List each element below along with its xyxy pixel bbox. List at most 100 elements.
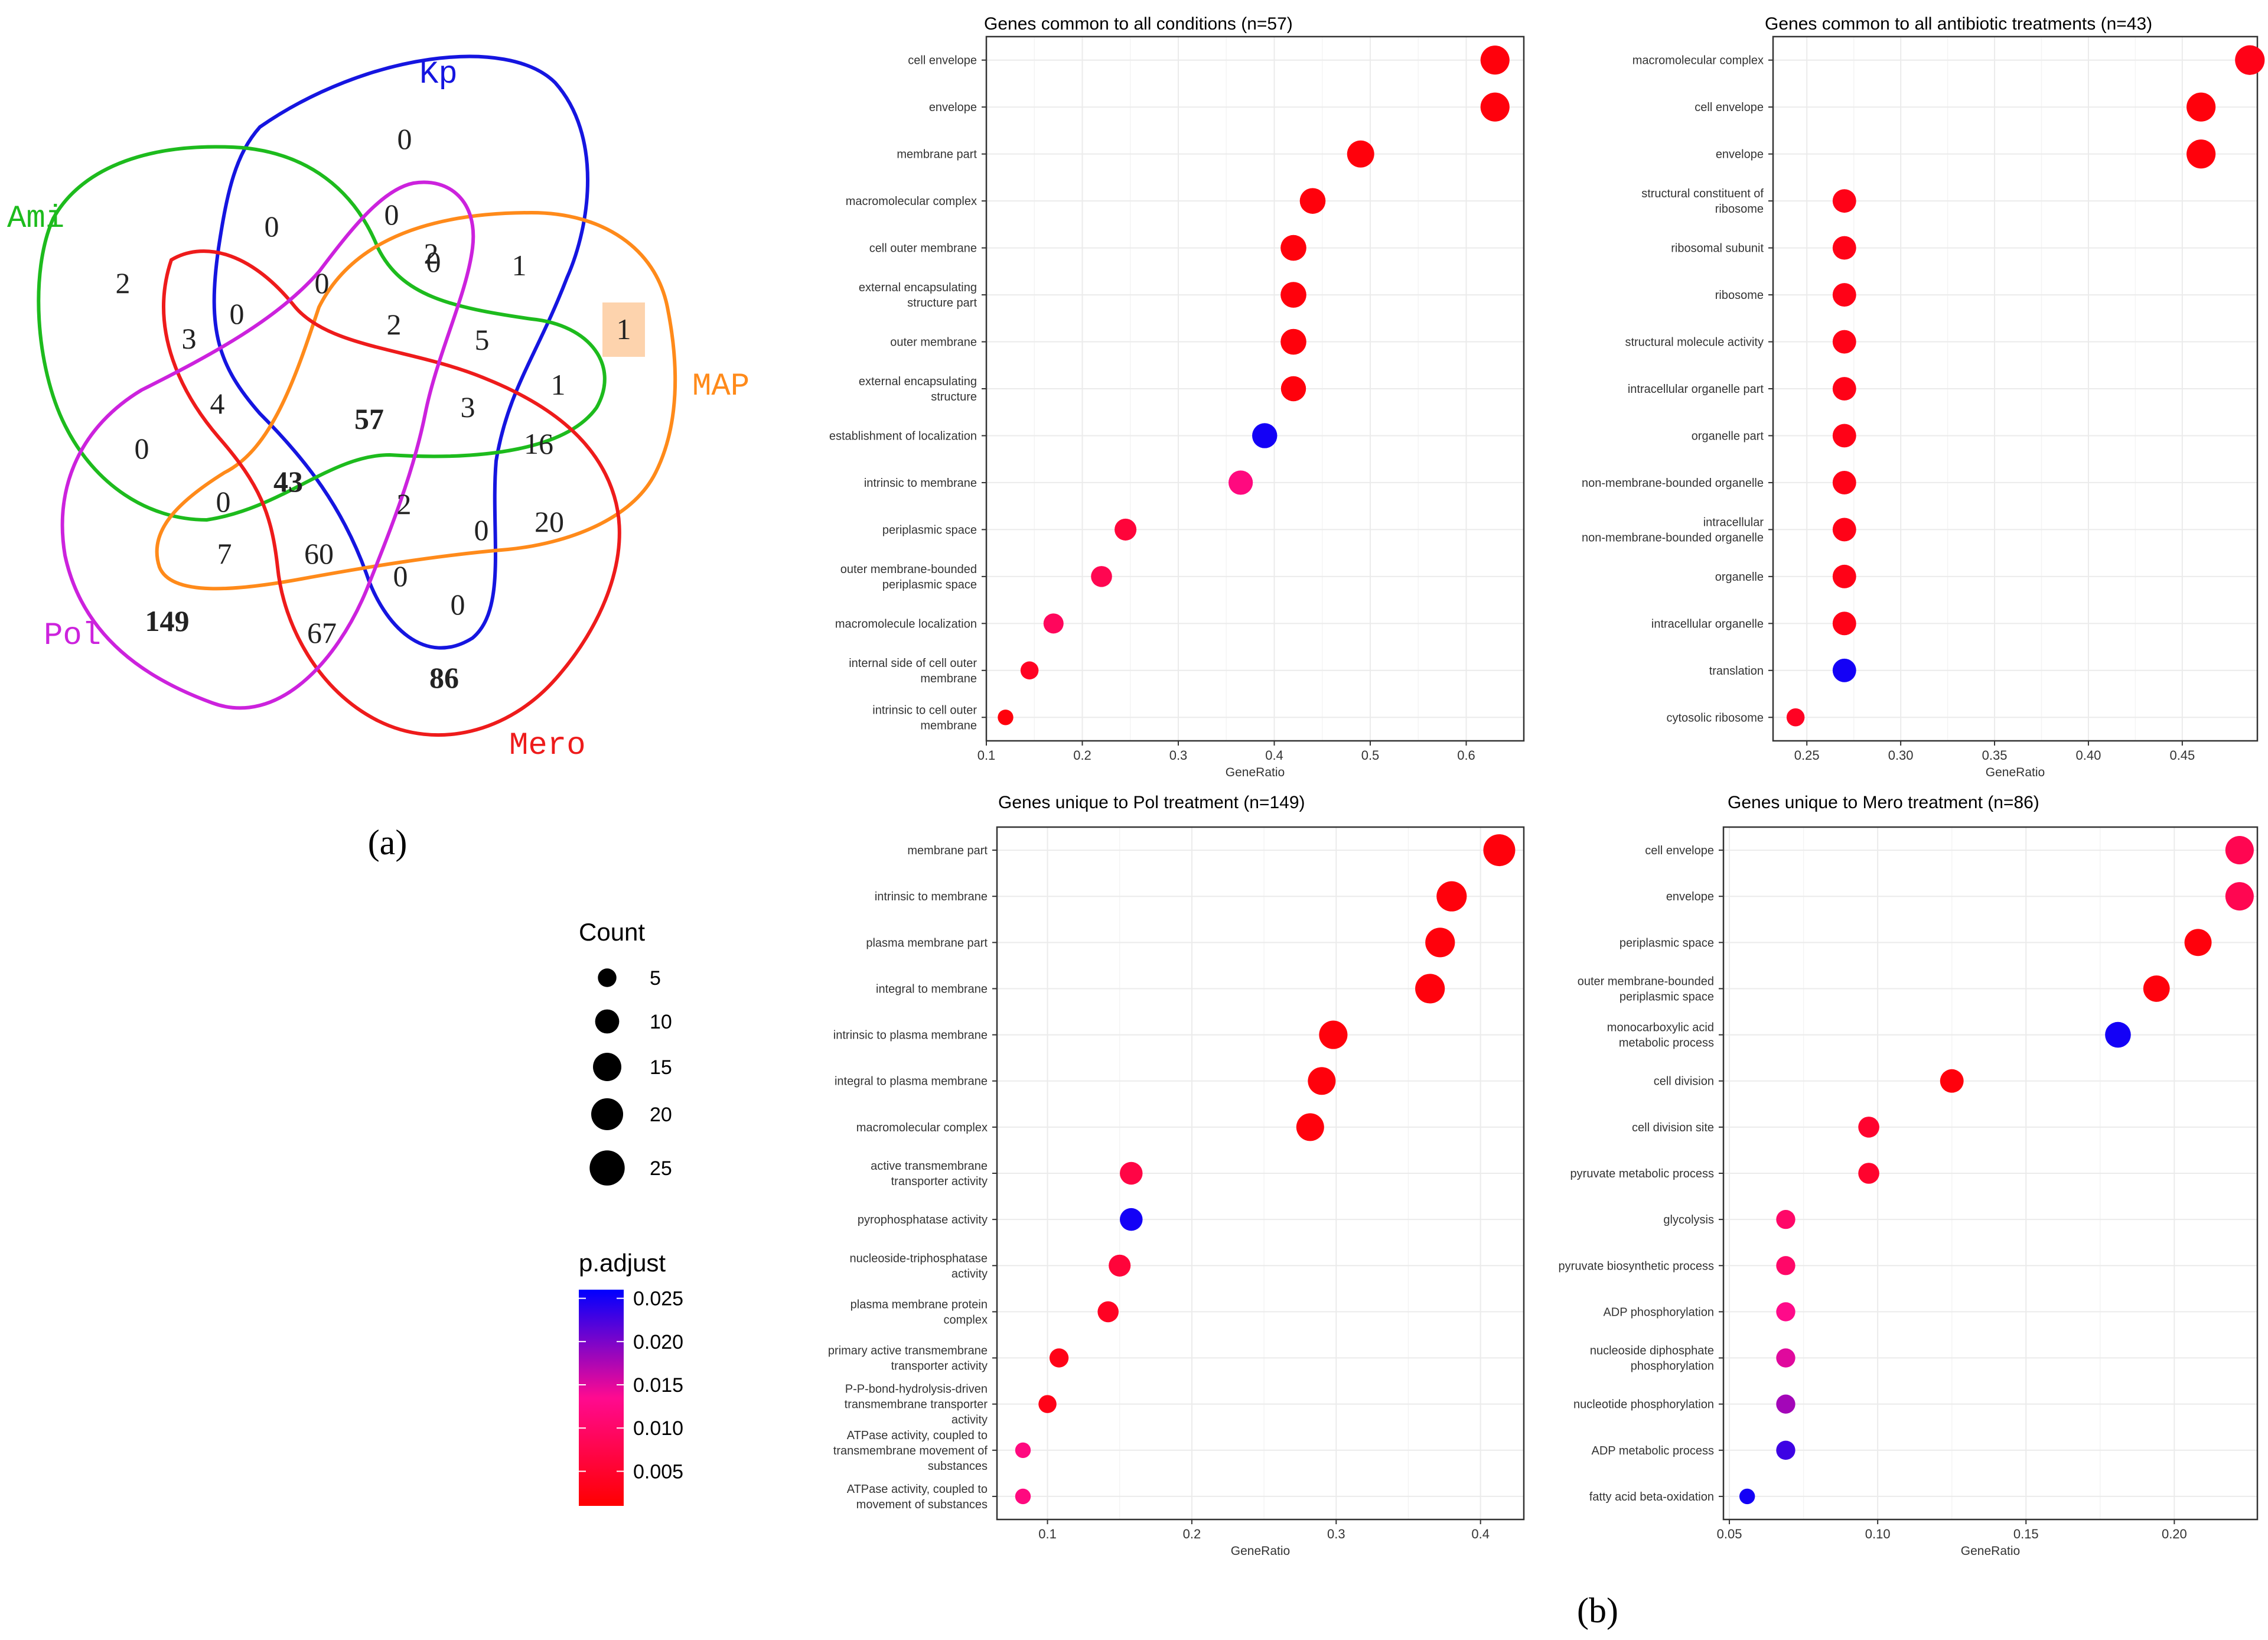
category-label: cell envelope — [908, 54, 977, 67]
data-point — [1832, 658, 1856, 682]
count-legend-dot — [598, 968, 617, 987]
category-label: integral to membrane — [876, 982, 988, 995]
panel-title: Genes common to all conditions (n=57) — [984, 14, 1293, 34]
category-label: ADP phosphorylation — [1603, 1306, 1714, 1319]
category-label: membrane part — [897, 148, 977, 161]
data-point — [1776, 1256, 1795, 1275]
venn-region-count: 0 — [426, 245, 441, 278]
data-point — [1776, 1440, 1795, 1460]
padjust-colorbar — [579, 1290, 624, 1506]
venn-region-count: 0 — [384, 198, 399, 231]
category-label: intracellular organelle — [1651, 617, 1764, 630]
data-point — [1480, 45, 1510, 75]
category-label: P-P-bond-hydrolysis-driven transmembrane … — [845, 1383, 988, 1427]
venn-region-count: 0 — [315, 266, 330, 300]
panel-title: Genes unique to Mero treatment (n=86) — [1728, 793, 2039, 812]
data-point — [1776, 1209, 1795, 1229]
data-point — [1097, 1301, 1119, 1323]
dotplot-panel: Genes unique to Mero treatment (n=86) 0.0… — [1559, 793, 2259, 1558]
dotplot-panels: Genes common to all conditions (n=57) 0.1… — [828, 14, 2265, 1558]
category-label: active transmembrane transporter activity — [871, 1160, 988, 1188]
data-point — [1832, 283, 1856, 307]
x-tick-label: 0.45 — [2169, 748, 2195, 763]
count-legend-label: 25 — [650, 1157, 672, 1180]
venn-label-mero: Mero — [509, 728, 586, 764]
venn-set-pol — [60, 180, 475, 710]
data-point — [1109, 1254, 1131, 1277]
x-tick-label: 0.6 — [1457, 748, 1475, 763]
category-label: outer membrane-bounded periplasmic space — [840, 563, 977, 591]
category-label: cell envelope — [1645, 844, 1714, 857]
category-label: outer membrane — [890, 336, 977, 349]
venn-set-kp — [212, 54, 589, 650]
count-legend-dot — [593, 1053, 621, 1081]
category-label: external encapsulating structure — [859, 375, 977, 404]
x-tick-label: 0.3 — [1327, 1527, 1345, 1541]
data-point — [1038, 1395, 1057, 1413]
venn-label-kp: Kp — [419, 57, 458, 93]
category-label: macromolecule localization — [835, 617, 977, 630]
x-tick-label: 0.15 — [2013, 1527, 2039, 1541]
category-label: establishment of localization — [829, 429, 977, 442]
category-label: intrinsic to membrane — [875, 890, 988, 903]
category-label: cell envelope — [1695, 101, 1764, 114]
category-label: intracellular organelle part — [1628, 383, 1764, 396]
venn-region-count: 0 — [230, 297, 245, 330]
category-label: cytosolic ribosome — [1666, 711, 1764, 724]
data-point — [1120, 1161, 1143, 1185]
category-label: plasma membrane part — [866, 936, 988, 949]
x-tick-label: 0.4 — [1471, 1527, 1490, 1541]
data-point — [1043, 613, 1064, 634]
category-label: translation — [1709, 665, 1764, 678]
legend: Count 5 10 15 20 25 p.adjust 0.025 0.020 0.015… — [579, 918, 683, 1506]
count-legend-dot — [595, 1009, 620, 1034]
category-label: envelope — [929, 101, 977, 114]
data-point — [1091, 566, 1112, 587]
venn-region-count: 1 — [551, 368, 566, 401]
data-point — [2105, 1021, 2131, 1048]
data-point — [2225, 882, 2254, 911]
venn-highlight-box — [602, 302, 645, 357]
subfigure-label-a: (a) — [368, 823, 408, 862]
venn-region-count: 0 — [474, 513, 489, 546]
venn-label-ami: Ami — [7, 201, 64, 237]
x-tick-label: 0.1 — [1038, 1527, 1057, 1541]
data-point — [2186, 139, 2216, 169]
data-point — [1425, 928, 1455, 958]
venn-region-count-bold: 43 — [273, 465, 303, 498]
x-tick-label: 0.2 — [1073, 748, 1091, 763]
venn-region-count: 0 — [393, 559, 408, 593]
dotplot-panel: Genes unique to Pol treatment (n=149) 0.1… — [828, 793, 1525, 1558]
category-label: outer membrane-bounded periplasmic space — [1578, 975, 1714, 1003]
dotplot-panel: Genes common to all antibiotic treatment… — [1582, 14, 2265, 779]
data-point — [2184, 929, 2212, 956]
data-point — [1480, 92, 1510, 122]
venn-region-count: 0 — [216, 485, 231, 518]
x-tick-label: 0.05 — [1717, 1527, 1742, 1541]
category-label: pyruvate biosynthetic process — [1559, 1260, 1714, 1273]
data-point — [1228, 470, 1253, 495]
data-point — [1319, 1020, 1348, 1049]
data-point — [1832, 236, 1856, 260]
data-point — [1858, 1163, 1879, 1184]
padjust-tick-label: 0.015 — [633, 1374, 683, 1397]
category-label: cell division — [1654, 1075, 1714, 1088]
data-point — [2235, 45, 2265, 75]
data-point — [1940, 1069, 1964, 1093]
legend-padjust-title: p.adjust — [579, 1249, 666, 1277]
count-legend-dot — [589, 1150, 625, 1186]
category-label: fatty acid beta-oxidation — [1589, 1491, 1714, 1504]
x-tick-label: 0.20 — [2162, 1527, 2187, 1541]
count-legend-dot — [591, 1098, 624, 1131]
x-axis-title: GeneRatio — [1961, 1544, 2020, 1558]
data-point — [1015, 1442, 1031, 1458]
data-point — [2143, 975, 2170, 1002]
data-point — [1436, 881, 1467, 912]
x-axis-title: GeneRatio — [1231, 1544, 1290, 1558]
venn-region-count: 2 — [424, 237, 439, 270]
data-point — [1308, 1067, 1336, 1095]
venn-region-count: 0 — [265, 210, 279, 243]
venn-region-count: 60 — [304, 537, 334, 570]
venn-region-count: 3 — [182, 322, 197, 355]
